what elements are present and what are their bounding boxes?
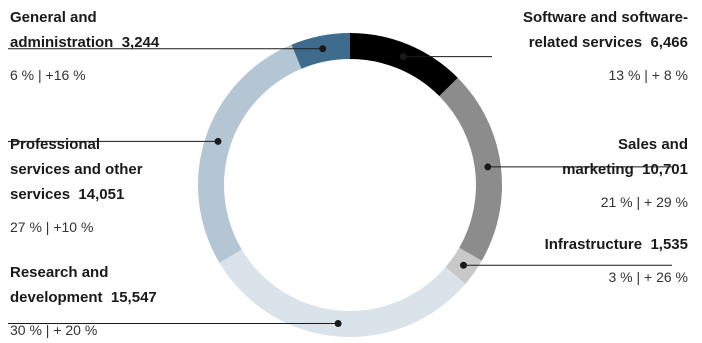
stats-research: 30 % | + 20 %: [10, 322, 98, 338]
label-software-line2: related services: [528, 34, 643, 51]
value-general: 3,244: [121, 34, 160, 51]
label-professional-line1: Professional: [10, 136, 101, 153]
slice-software: [350, 33, 458, 97]
label-infrastructure-line1: Infrastructure: [544, 236, 643, 253]
label-general-line1: General and: [10, 9, 97, 26]
label-general: General and administration 3,244 6 % | +…: [10, 5, 159, 88]
stats-software: 13 % | + 8 %: [608, 67, 688, 83]
leader-dot-general: [319, 45, 327, 53]
label-software: Software and software- related services …: [523, 5, 688, 88]
value-infrastructure: 1,535: [650, 236, 688, 253]
label-software-line1: Software and software-: [522, 9, 688, 26]
label-sales-line1: Sales and: [617, 136, 688, 153]
label-research-line1: Research and: [10, 264, 109, 281]
stats-infrastructure: 3 % | + 26 %: [608, 269, 688, 285]
leader-dot-infrastructure: [459, 261, 467, 269]
stats-professional: 27 % | +10 %: [10, 219, 94, 235]
label-professional-line3: services: [10, 186, 71, 203]
value-research: 15,547: [110, 289, 157, 306]
leader-dot-software: [399, 53, 407, 61]
leader-dot-research: [334, 319, 342, 327]
label-sales: Sales and marketing 10,701 21 % | + 29 %: [562, 132, 688, 215]
label-professional: Professional services and other services…: [10, 132, 143, 240]
stats-general: 6 % | +16 %: [10, 67, 86, 83]
label-research: Research and development 15,547 30 % | +…: [10, 260, 157, 343]
leader-dot-sales: [484, 163, 492, 171]
label-sales-line2: marketing: [562, 161, 634, 178]
leader-dot-professional: [214, 137, 222, 145]
label-professional-line2: services and other: [10, 161, 143, 178]
value-professional: 14,051: [78, 186, 125, 203]
stats-sales: 21 % | + 29 %: [600, 194, 688, 210]
value-software: 6,466: [650, 34, 688, 51]
label-infrastructure: Infrastructure 1,535 3 % | + 26 %: [545, 232, 688, 290]
slice-research: [219, 249, 466, 337]
label-research-line2: development: [10, 289, 103, 306]
label-general-line2: administration: [10, 34, 114, 51]
slice-professional: [198, 44, 302, 263]
slice-sales: [439, 77, 503, 261]
value-sales: 10,701: [642, 161, 688, 178]
